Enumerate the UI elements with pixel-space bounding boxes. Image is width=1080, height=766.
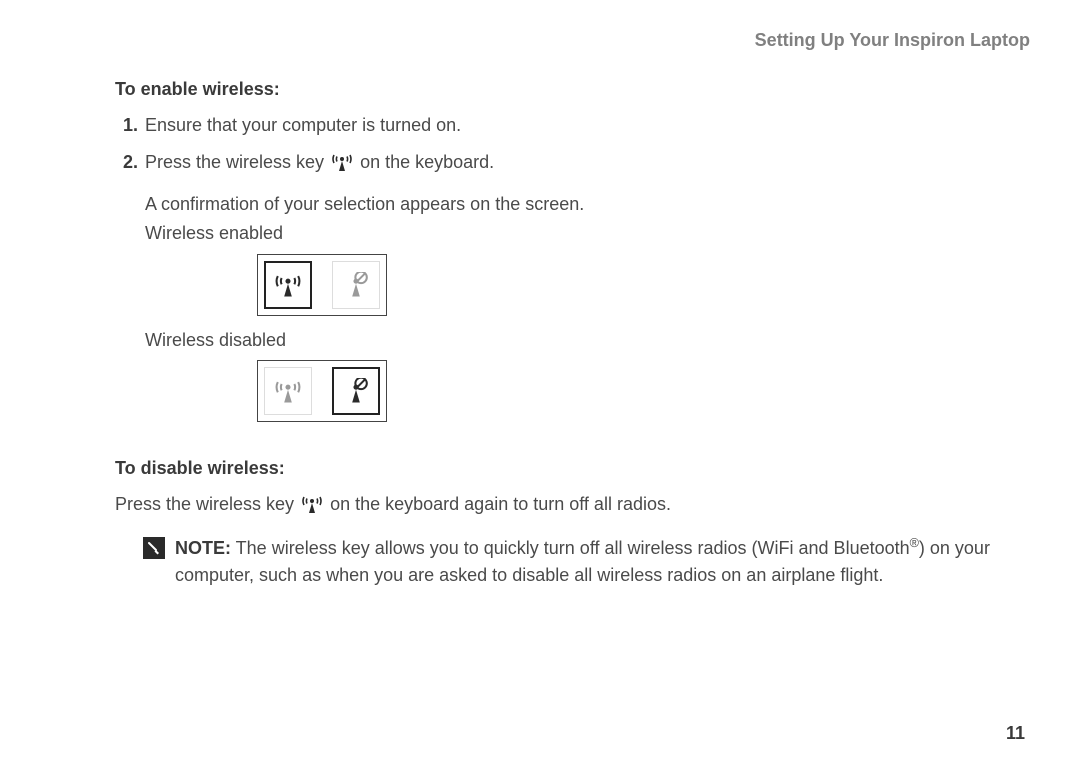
enabled-state-indicator [257,254,387,316]
disabled-label: Wireless disabled [145,326,1030,355]
confirmation-text: A confirmation of your selection appears… [145,190,1030,219]
wireless-on-icon [264,367,312,415]
disable-before: Press the wireless key [115,494,299,514]
wireless-on-icon [264,261,312,309]
step-2-after: on the keyboard. [360,152,494,172]
disable-instruction: Press the wireless key on the keyboard a… [115,491,1030,522]
disabled-state-indicator [257,360,387,422]
step-2: 2. Press the wireless key [123,149,1030,180]
step-1-text: Ensure that your computer is turned on. [145,112,461,139]
disable-after: on the keyboard again to turn off all ra… [330,494,671,514]
wireless-off-icon [332,261,380,309]
wireless-key-icon [331,152,353,180]
disable-wireless-title: To disable wireless: [115,458,1030,479]
note-body: The wireless key allows you to quickly t… [175,538,990,585]
page-header: Setting Up Your Inspiron Laptop [115,30,1030,51]
step-2-num: 2. [123,152,145,173]
enable-wireless-title: To enable wireless: [115,79,1030,100]
note-text: NOTE: The wireless key allows you to qui… [175,534,1030,589]
page-number: 11 [1006,723,1025,744]
wireless-key-icon [301,494,323,522]
step-1: 1. Ensure that your computer is turned o… [123,112,1030,139]
enabled-label: Wireless enabled [145,219,1030,248]
note-icon [143,537,165,559]
step-1-num: 1. [123,115,145,136]
wireless-off-icon [332,367,380,415]
step-2-text: Press the wireless key on the keyboard [145,149,494,180]
note-label: NOTE: [175,538,231,558]
step-2-before: Press the wireless key [145,152,329,172]
note-block: NOTE: The wireless key allows you to qui… [115,534,1030,589]
